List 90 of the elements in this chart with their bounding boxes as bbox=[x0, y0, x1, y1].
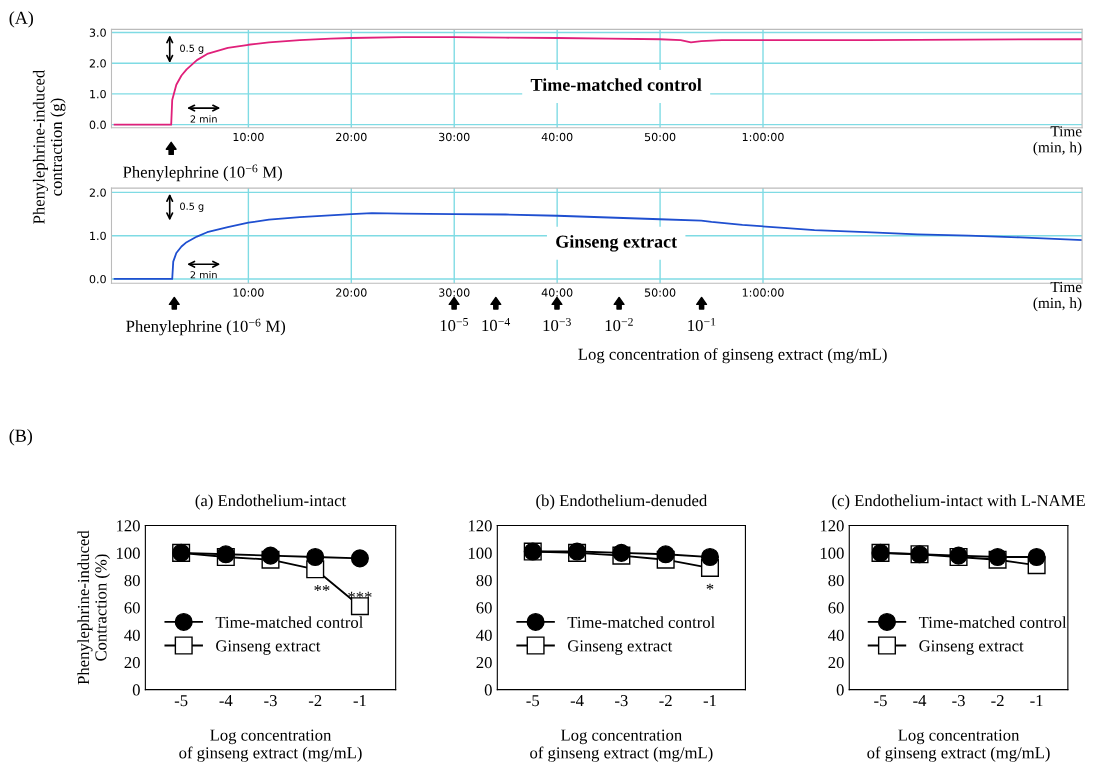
legend-label: Ginseng extract bbox=[216, 640, 321, 655]
legend-label: Ginseng extract bbox=[919, 640, 1024, 655]
legend-label: Time-matched control bbox=[918, 616, 1067, 628]
y-tick-label: 120 bbox=[820, 520, 844, 532]
x-tick-label: 30:00 bbox=[439, 132, 470, 142]
x-tick-label: -4 bbox=[219, 695, 233, 707]
annotation: 2 min bbox=[190, 270, 217, 279]
legend-label: Time-matched control bbox=[215, 616, 364, 628]
legend-label: Ginseng extract bbox=[567, 640, 673, 655]
x-tick-label: 40:00 bbox=[541, 288, 573, 297]
y-tick-label: 2.0 bbox=[89, 188, 106, 197]
x-tick-label: 50:00 bbox=[644, 132, 676, 142]
x-tick-label: -4 bbox=[570, 695, 584, 707]
x-tick-label: 50:00 bbox=[644, 288, 676, 297]
text: 10$^{−4}$ bbox=[482, 317, 511, 332]
y-tick-label: 120 bbox=[468, 520, 492, 532]
y-tick-label: 40 bbox=[828, 629, 844, 641]
y-tick-label: 20 bbox=[476, 656, 492, 669]
chart-title: (c) Endothelium-intact with L-NAME bbox=[832, 494, 1085, 510]
y-tick-label: 60 bbox=[124, 602, 140, 614]
y-tick-label: 20 bbox=[828, 656, 844, 669]
x-tick-label: 40:00 bbox=[541, 132, 573, 142]
y-tick-label: 2.0 bbox=[89, 59, 106, 68]
x-axis-title: Log concentration of ginseng extract (mg/mL) bbox=[530, 729, 713, 762]
y-tick-label: 0.0 bbox=[89, 274, 106, 284]
x-axis-title: Log concentration of ginseng extract (mg/mL) bbox=[867, 729, 1050, 762]
y-tick-label: 40 bbox=[476, 629, 492, 641]
annotation: ** bbox=[314, 585, 330, 592]
y-tick-label: 80 bbox=[476, 574, 492, 587]
annotation: *** bbox=[348, 591, 372, 598]
y-tick-label: 100 bbox=[116, 547, 140, 559]
x-axis-title: Time (min, h) bbox=[1033, 281, 1082, 312]
y-tick-label: 100 bbox=[468, 547, 492, 559]
y-tick-label: 120 bbox=[116, 520, 140, 532]
x-tick-label: 10:00 bbox=[233, 288, 264, 297]
y-tick-label: 80 bbox=[828, 574, 844, 587]
x-axis-title: Log concentration of ginseng extract (mg/mL) bbox=[179, 729, 362, 762]
x-tick-label: 30:00 bbox=[439, 288, 470, 297]
text: Phenylephrine (10$^{−6}$ M) bbox=[126, 318, 286, 336]
y-tick-label: 1.0 bbox=[90, 231, 106, 241]
chart-title: (b) Endothelium-denuded bbox=[536, 494, 708, 510]
x-tick-label: -1 bbox=[353, 695, 366, 707]
x-tick-label: -2 bbox=[659, 695, 672, 707]
y-axis-title: Phenylephrine-induced Contraction (%) bbox=[77, 530, 110, 685]
text: (B) bbox=[9, 429, 33, 446]
y-tick-label: 40 bbox=[124, 629, 140, 641]
x-tick-label: 10:00 bbox=[233, 132, 264, 142]
y-tick-label: 1.0 bbox=[90, 89, 106, 99]
text: 10$^{−1}$ bbox=[688, 317, 716, 332]
x-tick-label: 20:00 bbox=[336, 288, 367, 297]
x-tick-label: -2 bbox=[308, 695, 322, 707]
x-tick-label: 1:00:00 bbox=[742, 132, 784, 142]
annotation: 0.5 g bbox=[180, 202, 204, 212]
x-tick-label: -1 bbox=[703, 695, 716, 707]
annotation: Ginseng extract bbox=[556, 235, 678, 252]
x-tick-label: -3 bbox=[615, 695, 628, 707]
text: Phenylephrine (10$^{−6}$ M) bbox=[123, 164, 282, 182]
y-tick-label: 60 bbox=[828, 602, 844, 614]
y-tick-label: 3.0 bbox=[89, 28, 106, 37]
y-tick-label: 0 bbox=[132, 684, 140, 696]
y-tick-label: 0 bbox=[836, 684, 844, 696]
annotation: 0.5 g bbox=[180, 44, 204, 54]
x-tick-label: -5 bbox=[874, 695, 887, 707]
x-tick-label: -3 bbox=[264, 695, 277, 707]
text: 10$^{−3}$ bbox=[543, 317, 571, 332]
y-tick-label: 0 bbox=[484, 684, 492, 696]
y-tick-label: 80 bbox=[124, 574, 140, 587]
x-tick-label: -2 bbox=[991, 695, 1004, 707]
y-axis-title: Phenylephrine-induced contraction (g) bbox=[32, 69, 66, 224]
y-tick-label: 20 bbox=[124, 656, 140, 669]
y-tick-label: 100 bbox=[820, 547, 844, 559]
x-tick-label: -1 bbox=[1030, 695, 1043, 707]
x-axis-title: Time (min, h) bbox=[1033, 126, 1082, 156]
chart-title: (a) Endothelium-intact bbox=[195, 494, 347, 510]
x-tick-label: 20:00 bbox=[336, 132, 367, 142]
x-tick-label: -5 bbox=[174, 695, 188, 707]
y-tick-label: 0.0 bbox=[89, 120, 106, 130]
x-tick-label: -4 bbox=[913, 695, 927, 707]
x-tick-label: -3 bbox=[952, 695, 965, 707]
text: 10$^{−2}$ bbox=[605, 317, 633, 332]
annotation: 2 min bbox=[190, 115, 217, 123]
legend-label: Time-matched control bbox=[567, 616, 715, 628]
annotation: * bbox=[706, 583, 714, 590]
text: Log concentration of ginseng extract (mg/mL) bbox=[578, 347, 887, 364]
text: (A) bbox=[9, 11, 34, 28]
annotation: Time-matched control bbox=[530, 78, 702, 91]
x-tick-label: 1:00:00 bbox=[742, 288, 784, 297]
y-tick-label: 60 bbox=[476, 602, 492, 614]
text: 10$^{−5}$ bbox=[440, 318, 469, 332]
x-tick-label: -5 bbox=[526, 695, 540, 707]
